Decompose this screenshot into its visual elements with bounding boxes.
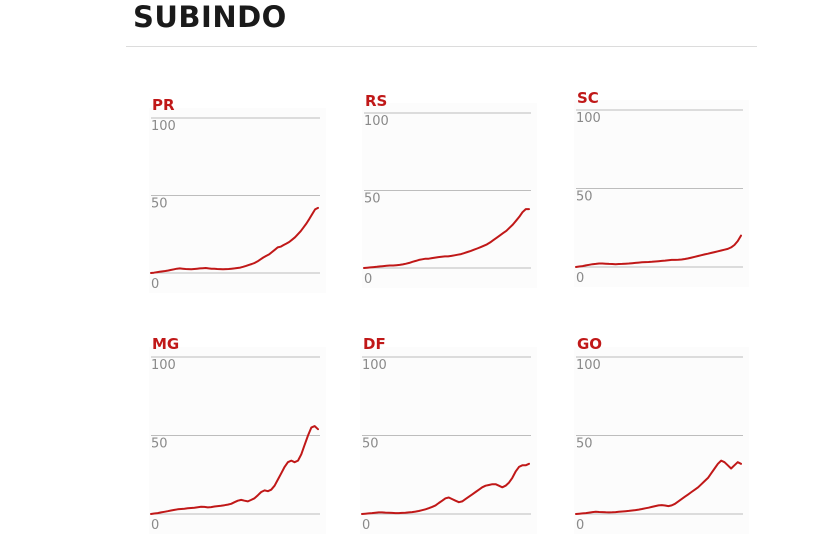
y-tick-label: 100 [362, 358, 387, 373]
chart-background [360, 347, 537, 534]
series-line-sc [575, 234, 742, 268]
chart-panel-sc: 100 50 0 SC [574, 89, 749, 287]
y-tick-label: 100 [576, 111, 601, 126]
chart-title: MG [152, 335, 179, 353]
y-tick-label: 0 [576, 271, 584, 286]
title-divider [126, 46, 757, 47]
series-line-rs [363, 208, 530, 269]
chart-background [574, 347, 749, 534]
y-tick-label: 0 [151, 277, 159, 292]
page-title: SUBINDO [133, 0, 287, 34]
y-tick-label: 0 [362, 518, 370, 533]
y-tick-label: 50 [151, 437, 168, 452]
y-tick-label: 50 [576, 190, 593, 205]
series-line-go [575, 459, 742, 515]
chart-panel-go: 100 50 0 GO [574, 335, 749, 534]
series-line-mg [150, 425, 319, 515]
chart-title: GO [577, 335, 602, 353]
chart-background [362, 103, 537, 288]
y-tick-label: 100 [151, 119, 176, 134]
chart-background [574, 100, 749, 287]
chart-background [149, 347, 326, 534]
y-tick-label: 0 [576, 518, 584, 533]
y-tick-label: 0 [151, 518, 159, 533]
chart-title: SC [577, 89, 599, 107]
y-tick-label: 50 [576, 437, 593, 452]
y-tick-label: 100 [576, 358, 601, 373]
y-tick-label: 50 [151, 197, 168, 212]
y-tick-label: 0 [364, 272, 372, 287]
chart-panel-df: 100 50 0 DF [360, 335, 537, 534]
series-line-df [361, 462, 530, 515]
y-tick-label: 50 [362, 437, 379, 452]
chart-panel-pr: 100 50 0 PR [149, 96, 326, 293]
y-tick-label: 100 [364, 114, 389, 129]
chart-title: PR [152, 96, 175, 114]
chart-title: DF [363, 335, 386, 353]
y-tick-label: 100 [151, 358, 176, 373]
series-line-pr [150, 206, 319, 274]
chart-background [149, 108, 326, 293]
chart-panel-rs: 100 50 0 RS [362, 92, 537, 288]
chart-title: RS [365, 92, 387, 110]
chart-panel-mg: 100 50 0 MG [149, 335, 326, 534]
y-tick-label: 50 [364, 192, 381, 207]
